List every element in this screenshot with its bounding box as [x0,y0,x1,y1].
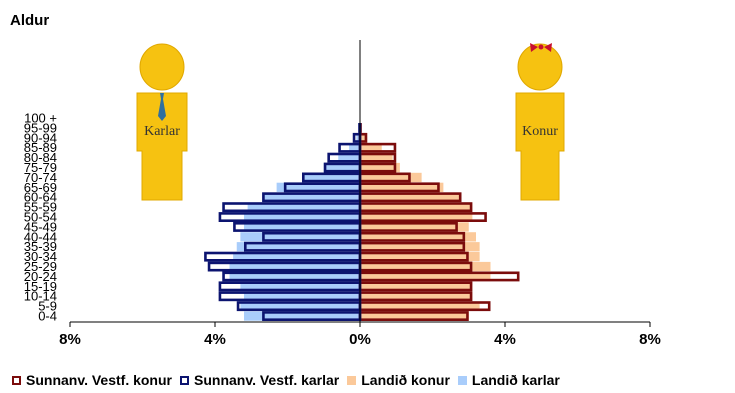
bar-landi-karlar-59 [240,301,360,311]
bar-landi-karlar-4549 [244,222,360,232]
chart-title: Aldur [10,12,49,29]
legend-item-landid-karlar: Landið karlar [457,372,560,388]
legend-swatch-sunnanv-karlar [180,375,189,385]
bar-landi-konur-6569 [360,182,444,192]
female-figure-label: Konur [522,124,558,139]
male-figure-icon: Karlar [136,43,188,201]
bar-landi-konur-59 [360,301,480,311]
legend-swatch-sunnanv-konur [12,375,21,385]
age-labels: 0-45-910-1415-1920-2425-2930-3435-3940-4… [24,111,57,324]
bar-landi-karlar-1014 [244,291,360,301]
bar-landi-konur-8084 [360,153,393,163]
bar-landi-konur-04 [360,311,469,321]
x-tick-label: 8% [59,331,81,348]
age-label: 20-24 [24,269,57,284]
bar-landi-konur-4044 [360,232,476,242]
bar-landi-karlar-2024 [229,271,360,282]
bar-landi-konur-5054 [360,212,473,222]
bar-landi-karlar-7579 [323,162,360,173]
bar-landi-karlar-3034 [233,252,360,262]
bar-landi-karlar-04 [244,311,360,321]
bar-landi-konur-2024 [360,271,491,282]
bar-landi-karlar-6569 [276,182,360,192]
legend-label: Sunnanv. Vestf. konur [26,372,172,388]
legend-item-sunnanv-konur: Sunnanv. Vestf. konur [12,372,172,388]
female-figure-icon: Konur [515,43,565,201]
age-label: 65-69 [24,180,57,195]
legend-item-sunnanv-karlar: Sunnanv. Vestf. karlar [180,372,339,388]
age-label: 35-39 [24,239,57,254]
male-figure-label: Karlar [144,124,180,139]
legend-item-landid-konur: Landið konur [347,372,450,388]
legend-label: Landið karlar [471,372,560,388]
legend-label: Landið konur [361,372,450,388]
bar-landi-karlar-5054 [244,212,360,222]
bar-landi-konur-3034 [360,252,480,262]
legend-swatch-landid-karlar [457,375,467,385]
x-axis: 8% 4% 0% 4% 8% [59,40,661,348]
age-label: 80-84 [24,150,57,165]
age-label: 70-74 [24,170,57,185]
filled-bars [229,113,491,321]
age-label: 40-44 [24,229,57,244]
legend: Sunnanv. Vestf. konur Sunnanv. Vestf. ka… [12,372,568,388]
bar-landi-karlar-8084 [338,153,360,163]
bar-landi-karlar-5559 [247,202,360,212]
bar-landi-karlar-4044 [240,232,360,242]
bar-landi-konur-1014 [360,291,473,301]
bar-landi-konur-9094 [360,133,368,143]
age-label: 15-19 [24,279,57,294]
bar-landi-konur-2529 [360,261,491,272]
age-label: 90-94 [24,130,57,145]
x-tick-label: 0% [349,331,371,348]
x-tick-label: 4% [204,331,226,348]
bar-landi-konur-3539 [360,242,480,252]
bar-landi-karlar-2529 [229,261,360,272]
age-label: 50-54 [24,210,57,225]
legend-label: Sunnanv. Vestf. karlar [194,372,340,388]
age-label: 0-4 [38,309,57,324]
x-tick-label: 8% [639,331,661,348]
x-tick-label: 4% [494,331,516,348]
bar-landi-karlar-1519 [240,281,360,291]
bar-landi-karlar-8589 [349,143,360,153]
bar-landi-karlar-7074 [302,172,360,183]
bar-landi-karlar-6064 [262,192,360,202]
bar-landi-karlar-3539 [236,242,360,252]
bar-landi-konur-5559 [360,202,473,212]
age-label: 60-64 [24,190,57,205]
bar-landi-konur-7579 [360,162,400,173]
age-label: 10-14 [24,289,57,304]
bar-landi-konur-4549 [360,222,469,232]
age-label: 100 + [24,111,57,126]
age-label: 75-79 [24,160,57,175]
bar-landi-konur-8589 [360,143,382,153]
age-label: 55-59 [24,200,57,215]
outline-bars [204,123,520,321]
bar-landi-konur-7074 [360,172,422,183]
age-label: 30-34 [24,249,57,264]
age-label: 25-29 [24,259,57,274]
age-label: 45-49 [24,219,57,234]
age-label: 5-9 [38,299,57,314]
bar-landi-konur-6064 [360,192,462,202]
age-label: 85-89 [24,140,57,155]
legend-swatch-landid-konur [347,375,357,385]
age-label: 95-99 [24,120,57,135]
bar-landi-konur-1519 [360,281,473,291]
bar-landi-karlar-9094 [356,133,360,143]
